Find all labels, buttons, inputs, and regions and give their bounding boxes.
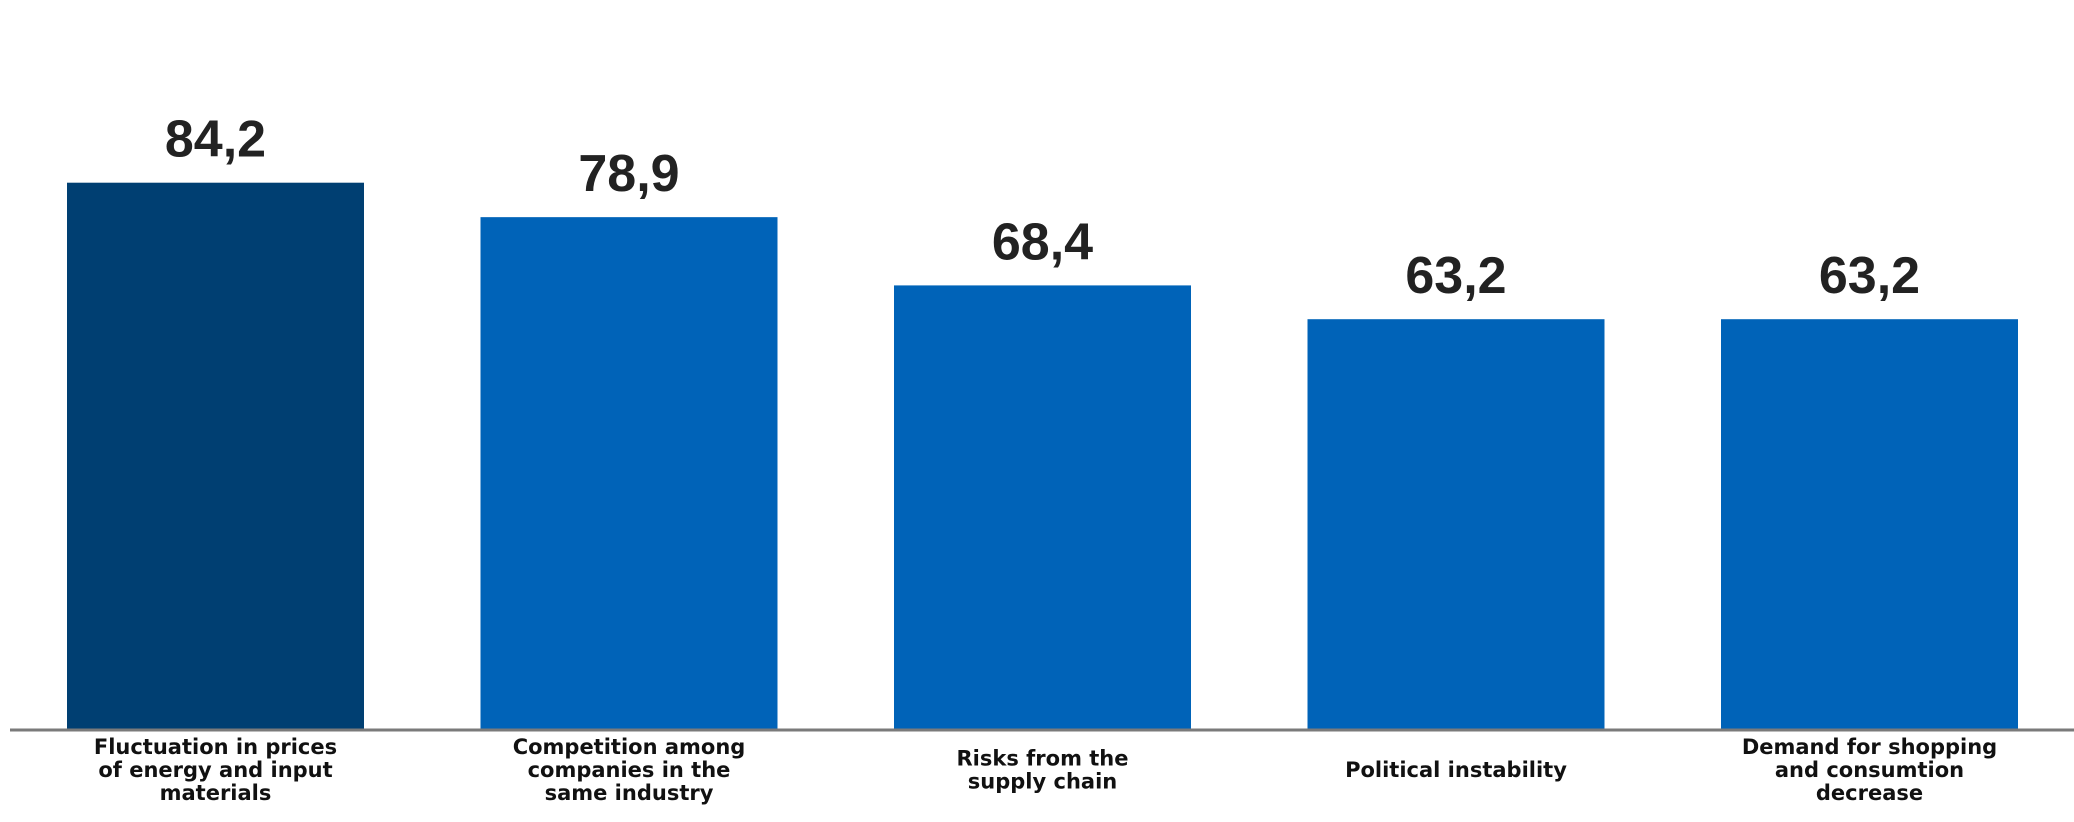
value-labels-group: 84,2 78,9 68,4 63,2 63,2 — [165, 111, 1920, 306]
category-label-line: Fluctuation in prices — [94, 735, 337, 759]
category-label-line: Demand for shopping — [1742, 735, 1997, 759]
category-label-line: and consumtion — [1775, 758, 1964, 782]
category-label-line: Risks from the — [957, 747, 1129, 771]
category-labels-group: Fluctuation in prices of energy and input… — [94, 735, 1997, 805]
category-label-line: Competition among — [513, 735, 746, 759]
value-label-5: 63,2 — [1819, 247, 1920, 305]
category-label-line: materials — [160, 781, 272, 805]
value-label-1: 84,2 — [165, 111, 266, 169]
bar-2 — [480, 217, 778, 730]
category-label-line: decrease — [1816, 781, 1923, 805]
category-label-3: Risks from the supply chain — [957, 747, 1129, 794]
category-label-1: Fluctuation in prices of energy and input… — [94, 735, 337, 805]
bar-5 — [1721, 319, 2018, 730]
category-label-2: Competition among companies in the same in… — [513, 735, 746, 805]
category-label-line: same industry — [545, 781, 714, 805]
category-label-4: Political instability — [1345, 758, 1567, 782]
category-label-line: of energy and input — [98, 758, 332, 782]
bars-group — [67, 182, 2018, 730]
bar-4 — [1307, 319, 1605, 730]
bar-1 — [67, 182, 364, 730]
category-label-line: supply chain — [968, 770, 1117, 794]
category-label-5: Demand for shopping and consumtion decreas… — [1742, 735, 1997, 805]
category-label-line: companies in the — [528, 758, 731, 782]
bar-3 — [894, 285, 1191, 730]
value-label-4: 63,2 — [1405, 247, 1506, 305]
value-label-2: 78,9 — [578, 145, 679, 203]
value-label-3: 68,4 — [992, 213, 1093, 271]
category-label-line: Political instability — [1345, 758, 1567, 782]
